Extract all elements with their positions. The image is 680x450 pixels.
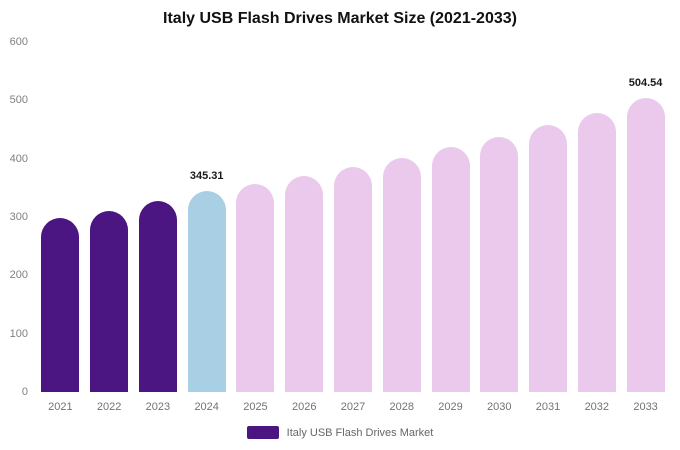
x-tick-label: 2031 (535, 401, 561, 413)
y-tick-label: 400 (9, 152, 28, 165)
bar-2027 (333, 166, 372, 392)
value-label-2024: 345.31 (189, 169, 224, 182)
bar-2026 (285, 176, 324, 392)
bar-2024 (187, 190, 226, 392)
y-tick-label: 0 (21, 386, 28, 398)
x-tick-label: 2027 (340, 401, 366, 413)
chart-title: Italy USB Flash Drives Market Size (2021… (163, 10, 517, 27)
bar-column-2023: 2023 (134, 42, 183, 413)
x-tick-label: 2021 (48, 401, 73, 413)
x-tick-label: 2029 (438, 401, 463, 413)
x-tick-label: 2025 (243, 401, 268, 413)
bar-2023 (138, 201, 177, 392)
x-tick-label: 2028 (389, 401, 414, 413)
bar-series: 2021 2022 2023 2024 345.31 2025 2026 2027 2028 20… (36, 42, 670, 413)
legend-label: Italy USB Flash Drives Market (286, 426, 434, 439)
y-tick-label: 600 (9, 36, 28, 48)
bar-2028 (382, 157, 421, 392)
x-tick-label: 2026 (291, 401, 317, 413)
bar-column-2026: 2026 (280, 42, 329, 413)
bar-2029 (431, 147, 470, 392)
x-tick-label: 2033 (633, 401, 658, 413)
bar-2021 (41, 218, 80, 392)
y-tick-label: 100 (9, 327, 28, 340)
y-tick-label: 200 (9, 269, 28, 282)
x-tick-label: 2032 (584, 401, 610, 413)
bar-column-2032: 2032 (572, 42, 621, 413)
y-tick-label: 500 (9, 94, 28, 107)
bar-2022 (90, 210, 129, 392)
bar-column-2021: 2021 (36, 42, 85, 413)
bar-column-2024: 2024 345.31 (182, 42, 231, 413)
legend-swatch (246, 426, 279, 439)
bar-column-2025: 2025 (231, 42, 280, 413)
x-tick-label: 2030 (487, 401, 512, 413)
value-label-2033: 504.54 (628, 76, 663, 89)
bar-2033 (626, 97, 665, 392)
plot-area: 2021 2022 2023 2024 345.31 2025 2026 2027 2028 20… (36, 42, 670, 413)
bar-2032 (577, 113, 616, 392)
bar-column-2029: 2029 (426, 42, 475, 413)
bar-column-2031: 2031 (524, 42, 573, 413)
bar-column-2027: 2027 (329, 42, 378, 413)
bar-2025 (236, 184, 275, 392)
x-tick-label: 2022 (96, 401, 122, 413)
x-tick-label: 2023 (145, 401, 171, 413)
bar-column-2030: 2030 (475, 42, 524, 413)
bar-column-2022: 2022 (85, 42, 134, 413)
legend: Italy USB Flash Drives Market (0, 426, 680, 439)
y-axis: 0 100 200 300 400 500 600 (0, 36, 30, 398)
bar-2030 (480, 136, 519, 392)
bar-2031 (529, 124, 568, 392)
bar-column-2028: 2028 (377, 42, 426, 413)
bar-column-2033: 2033 504.54 (621, 42, 670, 413)
x-tick-label: 2024 (194, 401, 219, 413)
y-tick-label: 300 (9, 211, 28, 223)
